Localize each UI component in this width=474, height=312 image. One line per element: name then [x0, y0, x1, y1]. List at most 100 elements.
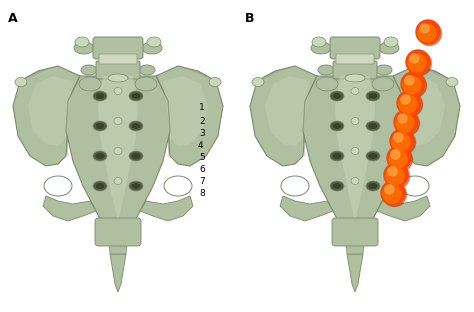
- Ellipse shape: [15, 77, 27, 86]
- FancyBboxPatch shape: [333, 61, 377, 79]
- Circle shape: [399, 92, 422, 116]
- Ellipse shape: [368, 93, 377, 99]
- FancyBboxPatch shape: [332, 218, 378, 246]
- Circle shape: [401, 95, 410, 104]
- Circle shape: [395, 111, 419, 135]
- Ellipse shape: [108, 74, 128, 82]
- Ellipse shape: [368, 153, 377, 159]
- Circle shape: [410, 54, 419, 63]
- Ellipse shape: [368, 183, 377, 189]
- Circle shape: [388, 167, 397, 176]
- Ellipse shape: [164, 176, 192, 196]
- Ellipse shape: [95, 183, 104, 189]
- Ellipse shape: [93, 91, 107, 101]
- Polygon shape: [98, 76, 138, 221]
- Circle shape: [398, 114, 407, 123]
- Circle shape: [394, 133, 403, 142]
- Ellipse shape: [131, 93, 140, 99]
- Ellipse shape: [366, 121, 380, 131]
- Ellipse shape: [284, 179, 306, 193]
- Ellipse shape: [345, 74, 365, 82]
- Ellipse shape: [95, 153, 104, 159]
- Ellipse shape: [129, 91, 143, 101]
- Ellipse shape: [135, 77, 157, 91]
- Circle shape: [386, 167, 404, 185]
- Ellipse shape: [131, 153, 140, 159]
- Polygon shape: [110, 254, 126, 292]
- Ellipse shape: [351, 148, 359, 154]
- Polygon shape: [393, 66, 460, 166]
- Ellipse shape: [93, 121, 107, 131]
- Circle shape: [390, 129, 414, 153]
- Circle shape: [405, 76, 414, 85]
- Polygon shape: [163, 76, 208, 146]
- FancyBboxPatch shape: [96, 61, 140, 79]
- Circle shape: [401, 72, 425, 96]
- Ellipse shape: [95, 123, 104, 129]
- Polygon shape: [178, 66, 216, 81]
- FancyBboxPatch shape: [95, 218, 141, 246]
- Circle shape: [418, 22, 441, 46]
- Ellipse shape: [404, 179, 426, 193]
- Polygon shape: [257, 66, 295, 81]
- Polygon shape: [377, 196, 430, 221]
- Ellipse shape: [79, 77, 101, 91]
- Ellipse shape: [129, 121, 143, 131]
- Circle shape: [420, 24, 429, 33]
- Circle shape: [402, 74, 427, 97]
- Circle shape: [385, 185, 394, 194]
- Circle shape: [381, 181, 405, 205]
- Ellipse shape: [281, 176, 309, 196]
- Ellipse shape: [330, 181, 344, 191]
- Ellipse shape: [75, 37, 89, 47]
- Ellipse shape: [384, 37, 398, 47]
- Ellipse shape: [129, 181, 143, 191]
- Polygon shape: [28, 76, 73, 146]
- Ellipse shape: [318, 65, 334, 75]
- Circle shape: [385, 164, 410, 188]
- Ellipse shape: [332, 183, 341, 189]
- Ellipse shape: [330, 121, 344, 131]
- Ellipse shape: [332, 93, 341, 99]
- Circle shape: [418, 24, 436, 42]
- Text: 3: 3: [199, 129, 205, 138]
- Circle shape: [387, 146, 411, 170]
- Ellipse shape: [95, 93, 104, 99]
- Text: A: A: [8, 12, 18, 25]
- Polygon shape: [335, 76, 375, 221]
- Ellipse shape: [252, 77, 264, 86]
- Circle shape: [394, 110, 418, 134]
- Ellipse shape: [93, 151, 107, 161]
- Ellipse shape: [114, 178, 122, 184]
- Ellipse shape: [129, 151, 143, 161]
- Ellipse shape: [209, 77, 221, 86]
- Ellipse shape: [376, 65, 392, 75]
- Polygon shape: [345, 231, 365, 254]
- Circle shape: [391, 150, 400, 159]
- Ellipse shape: [368, 123, 377, 129]
- Ellipse shape: [330, 91, 344, 101]
- Circle shape: [383, 185, 401, 203]
- Ellipse shape: [379, 42, 399, 54]
- Text: 8: 8: [199, 188, 205, 197]
- Text: B: B: [245, 12, 255, 25]
- Ellipse shape: [147, 37, 161, 47]
- Polygon shape: [20, 66, 58, 81]
- Circle shape: [383, 183, 407, 207]
- Text: 7: 7: [199, 177, 205, 186]
- Polygon shape: [265, 76, 310, 146]
- Polygon shape: [280, 196, 333, 221]
- Ellipse shape: [330, 151, 344, 161]
- Ellipse shape: [139, 65, 155, 75]
- Ellipse shape: [351, 118, 359, 124]
- Circle shape: [399, 95, 417, 113]
- Ellipse shape: [114, 87, 122, 95]
- Text: 2: 2: [199, 116, 205, 125]
- Ellipse shape: [131, 123, 140, 129]
- Text: 4: 4: [197, 140, 203, 149]
- Ellipse shape: [312, 37, 326, 47]
- Ellipse shape: [332, 153, 341, 159]
- Circle shape: [406, 50, 430, 74]
- Polygon shape: [13, 66, 80, 166]
- Circle shape: [396, 114, 414, 132]
